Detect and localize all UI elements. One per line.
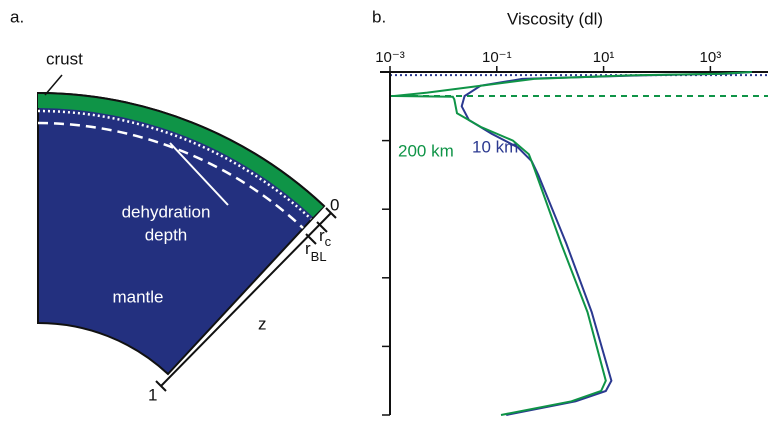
z-top-label: 0: [330, 195, 339, 214]
z-tick: [316, 221, 328, 233]
rc-label: rc: [319, 226, 332, 249]
x-tick-label: 10⁻³: [375, 49, 405, 66]
x-tick-label: 10³: [700, 49, 722, 66]
x-tick-label: 10⁻¹: [482, 49, 512, 66]
sub: BL: [311, 249, 327, 264]
series-label: 200 km: [398, 141, 454, 160]
r: r: [305, 239, 311, 258]
z-tick: [325, 207, 337, 219]
viscosity-curve: [394, 71, 752, 416]
mantle-label: mantle: [112, 287, 163, 306]
sub: c: [325, 234, 332, 249]
z-tick: [305, 233, 317, 245]
panel-a: a. crust dehydration depth mantle z 0 1 …: [10, 7, 339, 404]
panel-label: b.: [372, 7, 386, 26]
series-label: 10 km: [472, 137, 518, 156]
crust-band: [38, 93, 324, 217]
z-label: z: [258, 314, 267, 333]
z-tick: [155, 380, 167, 392]
dehydration-line: [37, 121, 304, 229]
dehydration-label: dehydration: [122, 202, 211, 221]
viscosity-curve: [460, 71, 752, 416]
x-tick-label: 10¹: [593, 49, 615, 66]
z-axis: [160, 212, 332, 387]
crust-pointer: [44, 74, 63, 96]
panel-label: a.: [10, 7, 24, 26]
z-bottom-label: 1: [148, 385, 157, 404]
x-axis-label: Viscosity (dl): [507, 9, 603, 28]
crust-label: crust: [46, 49, 83, 68]
dehydration-pointer: [169, 142, 229, 206]
rbl-label: rBL: [305, 239, 327, 264]
dehydration-label: depth: [145, 225, 188, 244]
outer-edge: [37, 92, 325, 207]
boundary-layer: [37, 109, 312, 220]
panel-b: b. Viscosity (dl) 10⁻³ 10⁻¹ 10¹ 10³ 10 km 200…: [372, 7, 768, 416]
r: r: [319, 226, 325, 245]
